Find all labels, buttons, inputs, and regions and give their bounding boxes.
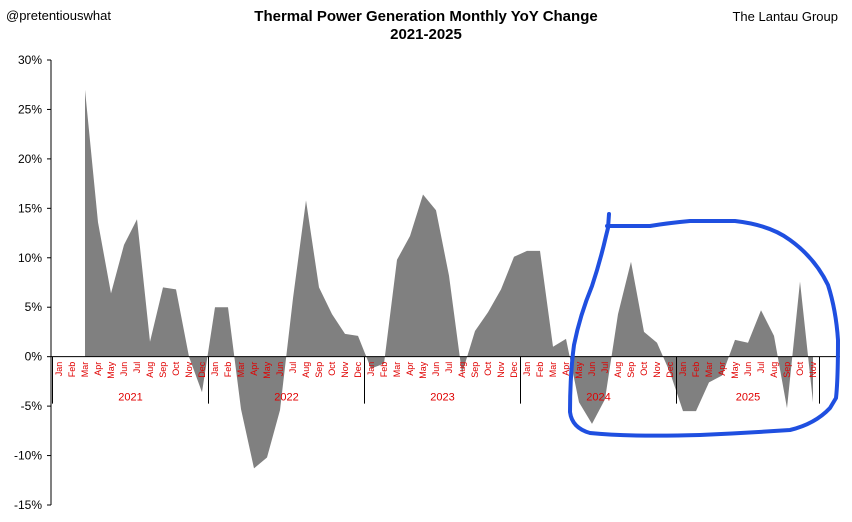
x-tick-label: Nov bbox=[496, 361, 506, 378]
x-tick-label: Jul bbox=[444, 362, 454, 374]
x-tick-label: May bbox=[418, 361, 428, 379]
y-tick-label: 25% bbox=[18, 102, 42, 116]
x-tick-label: Nov bbox=[340, 361, 350, 378]
x-tick-label: Aug bbox=[457, 362, 467, 378]
year-label: 2021 bbox=[118, 392, 142, 404]
x-tick-label: Jun bbox=[275, 362, 285, 377]
x-tick-label: Mar bbox=[80, 362, 90, 378]
y-tick-label: -15% bbox=[14, 498, 42, 512]
x-tick-label: Sep bbox=[782, 362, 792, 378]
chart-title: Thermal Power Generation Monthly YoY Cha… bbox=[0, 8, 852, 44]
x-tick-label: Dec bbox=[353, 361, 363, 378]
x-tick-label: Dec bbox=[665, 361, 675, 378]
y-tick-label: -5% bbox=[21, 399, 43, 413]
x-tick-label: Oct bbox=[483, 361, 493, 376]
chart-title-line2: 2021-2025 bbox=[390, 26, 462, 43]
x-tick-label: Jun bbox=[431, 362, 441, 377]
x-tick-label: Apr bbox=[405, 362, 415, 376]
x-tick-label: Aug bbox=[301, 362, 311, 378]
x-tick-label: Sep bbox=[470, 362, 480, 378]
x-tick-label: Mar bbox=[236, 362, 246, 378]
x-tick-label: Jan bbox=[678, 362, 688, 377]
x-tick-label: Oct bbox=[171, 361, 181, 376]
x-tick-label: Aug bbox=[613, 362, 623, 378]
area-series bbox=[85, 89, 813, 469]
y-tick-label: 20% bbox=[18, 152, 42, 166]
x-tick-label: Jun bbox=[743, 362, 753, 377]
x-tick-label: Sep bbox=[314, 362, 324, 378]
y-tick-label: 10% bbox=[18, 251, 42, 265]
x-tick-label: Nov bbox=[184, 361, 194, 378]
x-tick-label: Dec bbox=[509, 361, 519, 378]
x-tick-label: Jan bbox=[210, 362, 220, 377]
x-tick-label: Feb bbox=[67, 362, 77, 378]
x-tick-label: Sep bbox=[158, 362, 168, 378]
year-label: 2022 bbox=[274, 392, 298, 404]
x-tick-label: May bbox=[106, 361, 116, 379]
x-tick-label: Sep bbox=[626, 362, 636, 378]
x-tick-label: Jan bbox=[54, 362, 64, 377]
x-tick-label: Feb bbox=[379, 362, 389, 378]
x-tick-label: Jul bbox=[288, 362, 298, 374]
chart-title-line1: Thermal Power Generation Monthly YoY Cha… bbox=[254, 8, 598, 25]
x-tick-label: May bbox=[574, 361, 584, 379]
x-tick-label: Feb bbox=[691, 362, 701, 378]
x-tick-label: Apr bbox=[93, 362, 103, 376]
year-label: 2023 bbox=[430, 392, 454, 404]
author-handle: @pretentiouswhat bbox=[6, 8, 111, 23]
year-label: 2024 bbox=[586, 392, 610, 404]
chart-source: The Lantau Group bbox=[732, 9, 838, 24]
annotation-circle bbox=[568, 212, 840, 438]
x-tick-label: Oct bbox=[639, 361, 649, 376]
x-tick-label: Mar bbox=[392, 362, 402, 378]
y-tick-label: 5% bbox=[25, 300, 43, 314]
y-tick-label: 0% bbox=[25, 350, 43, 364]
x-tick-label: Jun bbox=[119, 362, 129, 377]
x-tick-label: Jul bbox=[600, 362, 610, 374]
x-tick-label: Apr bbox=[561, 362, 571, 376]
x-tick-label: Mar bbox=[548, 362, 558, 378]
x-tick-label: Jan bbox=[522, 362, 532, 377]
x-tick-label: Apr bbox=[717, 362, 727, 376]
x-tick-label: Nov bbox=[652, 361, 662, 378]
x-tick-label: May bbox=[262, 361, 272, 379]
x-tick-label: Aug bbox=[145, 362, 155, 378]
x-tick-label: Aug bbox=[769, 362, 779, 378]
x-tick-label: May bbox=[730, 361, 740, 379]
y-tick-label: 30% bbox=[18, 53, 42, 67]
x-tick-label: Dec bbox=[197, 361, 207, 378]
y-tick-label: -10% bbox=[14, 449, 42, 463]
x-tick-label: Jun bbox=[587, 362, 597, 377]
x-tick-label: Feb bbox=[223, 362, 233, 378]
x-tick-label: Oct bbox=[795, 361, 805, 376]
x-tick-label: Mar bbox=[704, 362, 714, 378]
x-tick-label: Feb bbox=[535, 362, 545, 378]
y-tick-label: 15% bbox=[18, 201, 42, 215]
x-tick-label: Jan bbox=[366, 362, 376, 377]
x-tick-label: Oct bbox=[327, 361, 337, 376]
x-tick-label: Jul bbox=[132, 362, 142, 374]
x-tick-label: Apr bbox=[249, 362, 259, 376]
year-label: 2025 bbox=[736, 392, 760, 404]
x-tick-label: Nov bbox=[808, 361, 818, 378]
x-tick-label: Jul bbox=[756, 362, 766, 374]
